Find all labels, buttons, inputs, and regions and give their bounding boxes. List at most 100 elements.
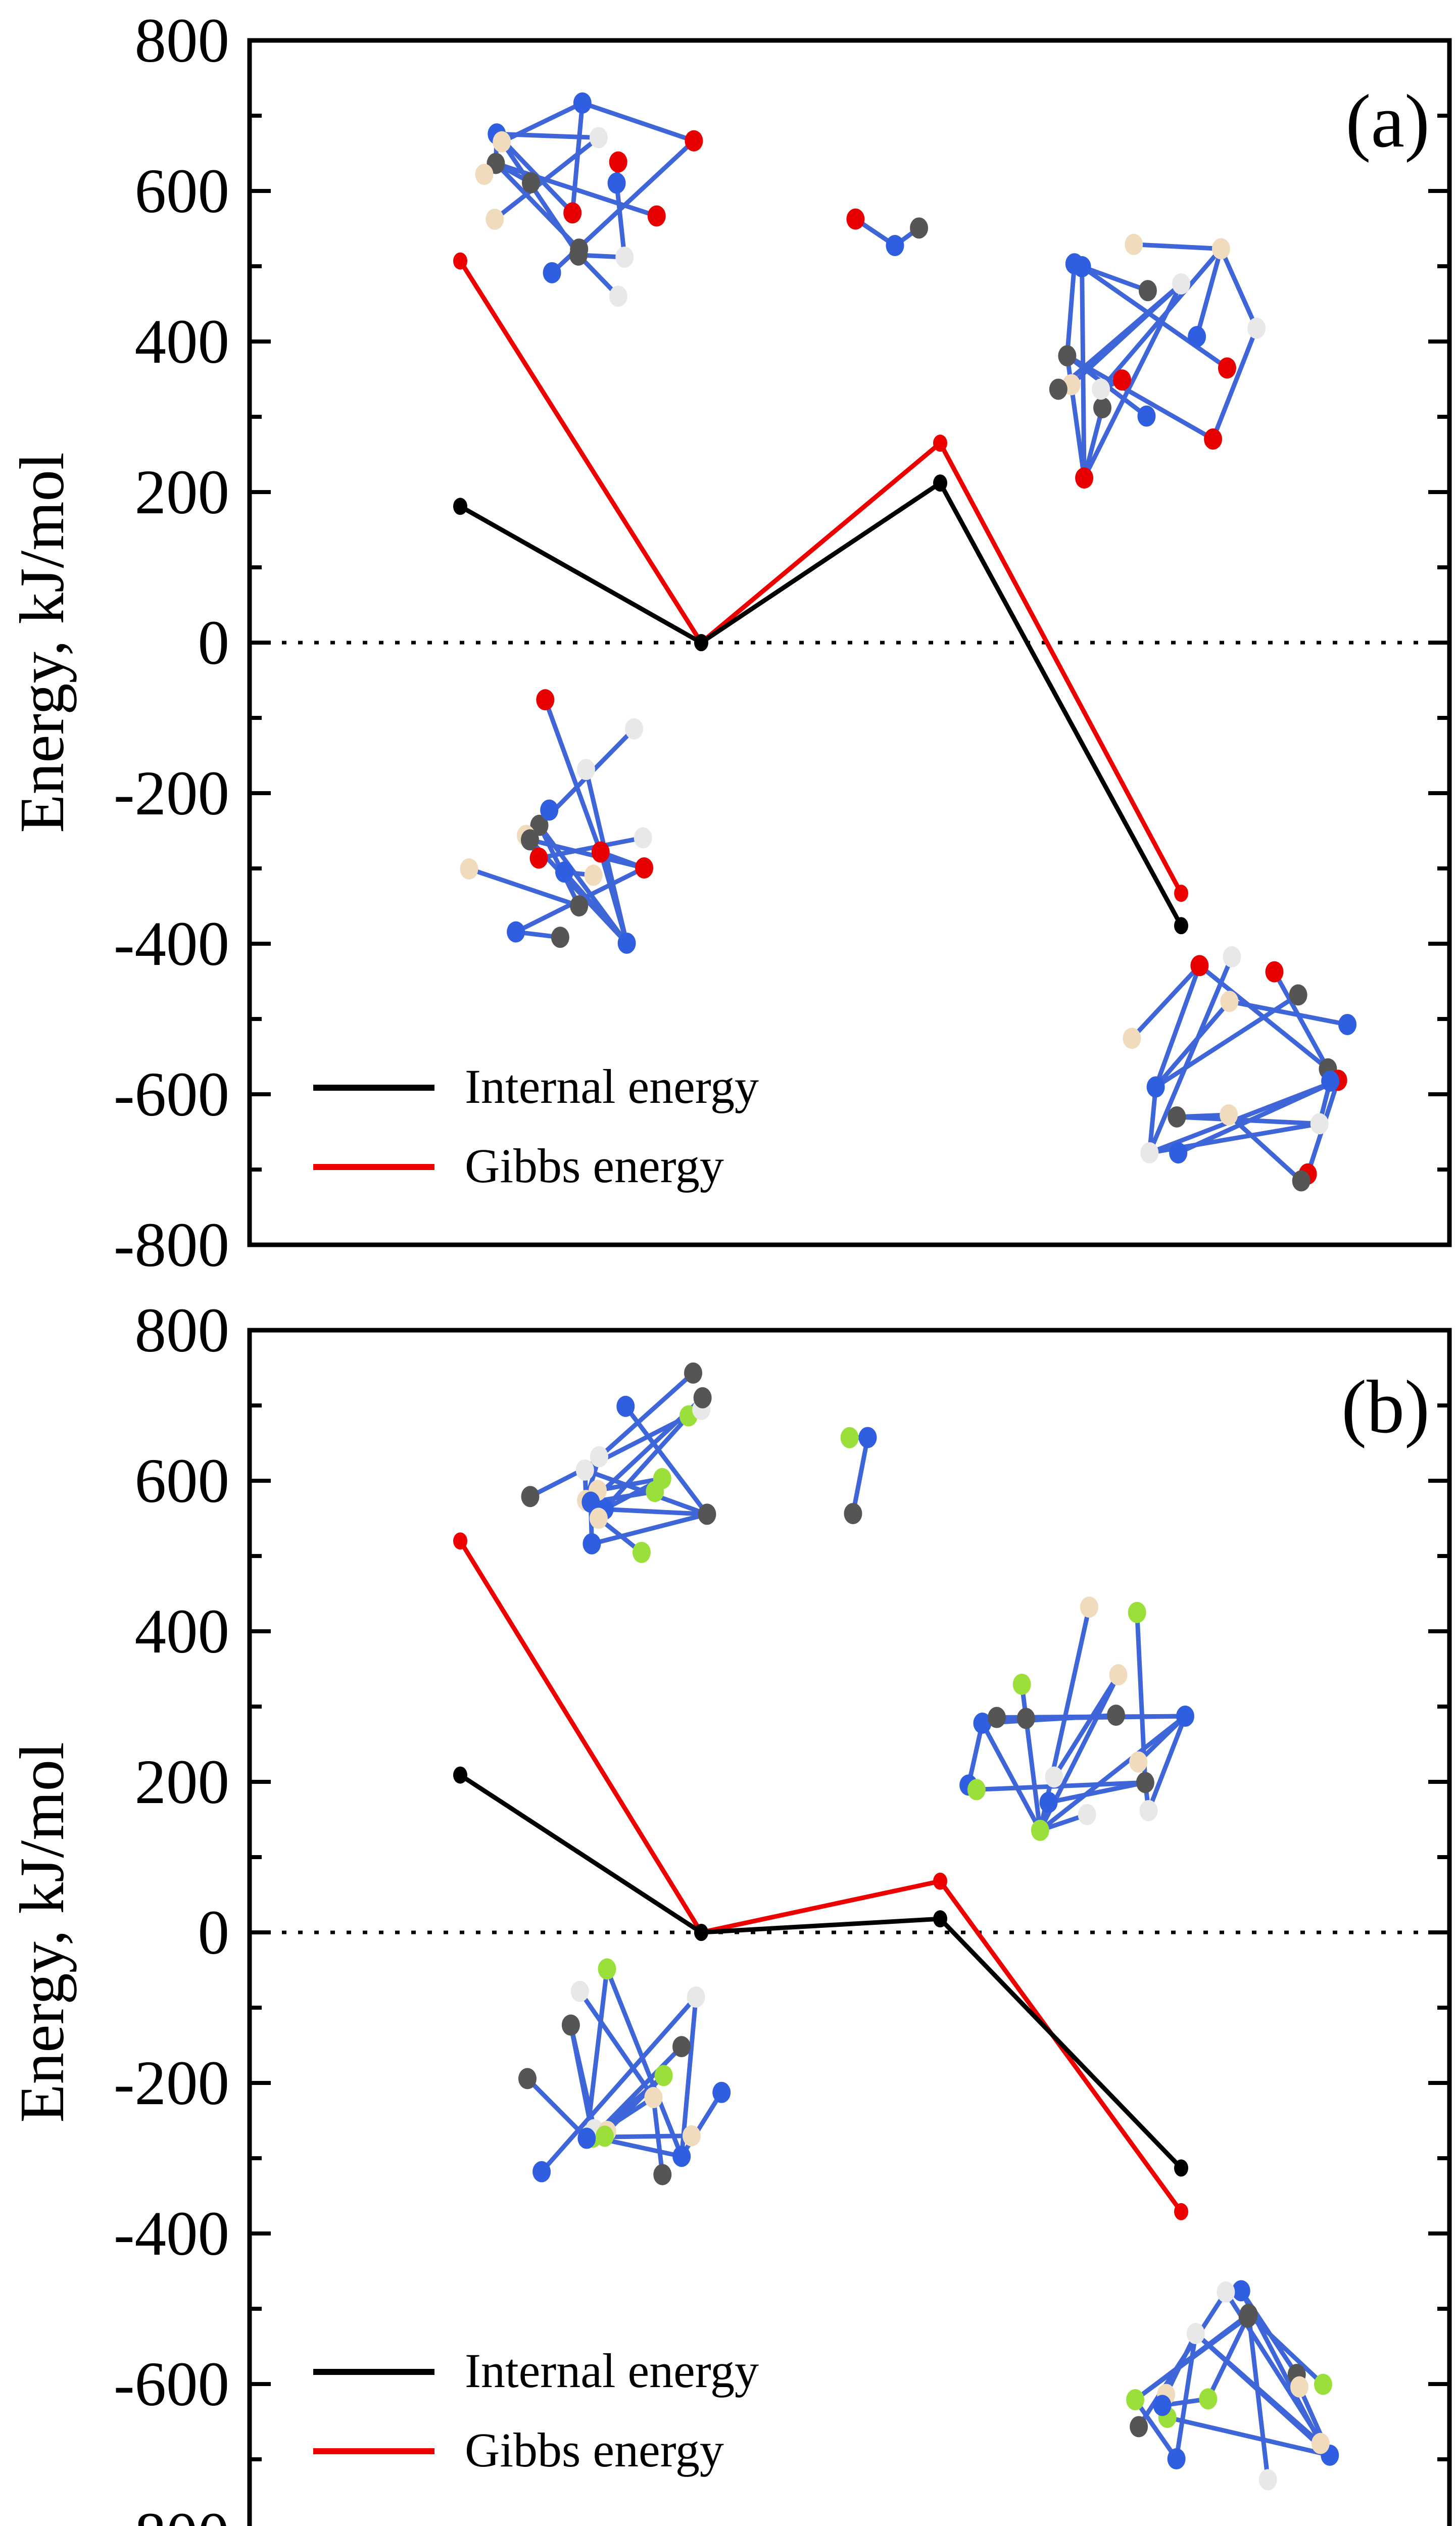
- bond: [614, 182, 627, 258]
- bond: [591, 1512, 708, 1546]
- bond: [1130, 964, 1201, 1040]
- atom: [682, 2125, 701, 2147]
- atom: [1188, 326, 1206, 348]
- atom: [1199, 2388, 1218, 2410]
- bond: [1146, 1715, 1188, 1812]
- atom: [561, 2014, 580, 2036]
- data-point: [453, 498, 467, 515]
- atom: [589, 1508, 608, 1529]
- atom: [1078, 1804, 1096, 1825]
- atom: [698, 1503, 716, 1525]
- y-tick-label: 800: [135, 1296, 230, 1366]
- atom: [1080, 1596, 1098, 1618]
- series-line-internal-energy: [459, 1773, 1183, 2170]
- atom: [886, 234, 904, 256]
- data-point: [933, 1872, 947, 1890]
- bond: [605, 2074, 665, 2133]
- molecule-structure: [1126, 2280, 1339, 2491]
- atom: [530, 814, 549, 836]
- atom: [1016, 1708, 1035, 1729]
- bond: [1229, 999, 1348, 1027]
- atom: [684, 1362, 703, 1384]
- bond: [578, 1990, 656, 2099]
- atom: [1292, 1170, 1311, 1192]
- atom: [577, 2127, 596, 2149]
- atom: [1168, 1106, 1186, 1128]
- atom: [846, 208, 865, 230]
- bond: [1154, 1000, 1231, 1089]
- atom: [1223, 946, 1241, 967]
- atom: [1093, 397, 1112, 419]
- bond: [1052, 1673, 1121, 1778]
- atom: [1220, 1104, 1238, 1126]
- bond: [529, 838, 645, 870]
- atom: [563, 202, 582, 224]
- atom: [518, 2068, 537, 2090]
- data-point: [933, 434, 947, 452]
- data-point: [694, 634, 708, 651]
- bond: [603, 1414, 691, 1511]
- atom: [521, 172, 540, 193]
- y-tick-label: 0: [198, 608, 230, 678]
- atom: [1204, 428, 1223, 450]
- atom: [840, 1427, 859, 1448]
- bond: [1154, 993, 1300, 1089]
- data-point: [933, 1910, 947, 1928]
- y-tick-label: 800: [135, 6, 230, 76]
- panel-label: (a): [1346, 79, 1430, 163]
- atom: [1075, 467, 1094, 489]
- atom: [1217, 2281, 1235, 2303]
- bond: [651, 2097, 665, 2175]
- atom: [1065, 253, 1084, 275]
- atom: [1012, 1673, 1031, 1695]
- bond: [851, 1437, 870, 1514]
- atom: [1238, 2306, 1257, 2328]
- atom: [570, 238, 589, 260]
- atom: [1247, 317, 1266, 339]
- atom: [1126, 2389, 1145, 2411]
- atom: [573, 92, 592, 114]
- bond: [1099, 247, 1223, 391]
- molecule-illustrations: [460, 92, 1357, 1192]
- series-line-gibbs-energy: [458, 260, 1183, 895]
- molecule-structure: [518, 1958, 731, 2185]
- data-point: [453, 1766, 467, 1784]
- atom: [460, 858, 478, 880]
- y-tick-label: 200: [135, 458, 230, 527]
- atom: [1220, 991, 1239, 1012]
- bond: [1082, 407, 1105, 479]
- atom: [1106, 1705, 1125, 1726]
- data-point: [1174, 2203, 1188, 2220]
- atom: [584, 864, 603, 886]
- bond: [1246, 2314, 1271, 2480]
- data-point: [1174, 885, 1188, 902]
- atom: [540, 799, 559, 821]
- atom: [967, 1779, 986, 1801]
- atom: [685, 130, 703, 152]
- atom: [634, 827, 652, 849]
- atom: [575, 1459, 594, 1481]
- data-point: [453, 252, 467, 270]
- atom: [1265, 961, 1284, 983]
- bond: [1227, 1113, 1303, 1183]
- atom: [486, 208, 504, 230]
- atom: [858, 1427, 877, 1448]
- bond: [1210, 327, 1259, 440]
- bond: [679, 1997, 699, 2157]
- atom: [653, 2164, 672, 2185]
- atom: [1153, 2395, 1172, 2416]
- bond: [1056, 282, 1183, 391]
- bond: [584, 1968, 609, 2139]
- atom: [1314, 2373, 1332, 2395]
- atom: [591, 841, 610, 863]
- y-tick-label: -200: [114, 759, 229, 829]
- molecule-structure: [1123, 946, 1357, 1192]
- bond: [581, 101, 695, 143]
- atom: [1137, 405, 1156, 427]
- atom: [654, 2065, 673, 2086]
- atom: [1092, 378, 1110, 400]
- atom: [615, 247, 634, 268]
- bond: [1167, 2415, 1331, 2458]
- molecule-structure: [846, 208, 929, 256]
